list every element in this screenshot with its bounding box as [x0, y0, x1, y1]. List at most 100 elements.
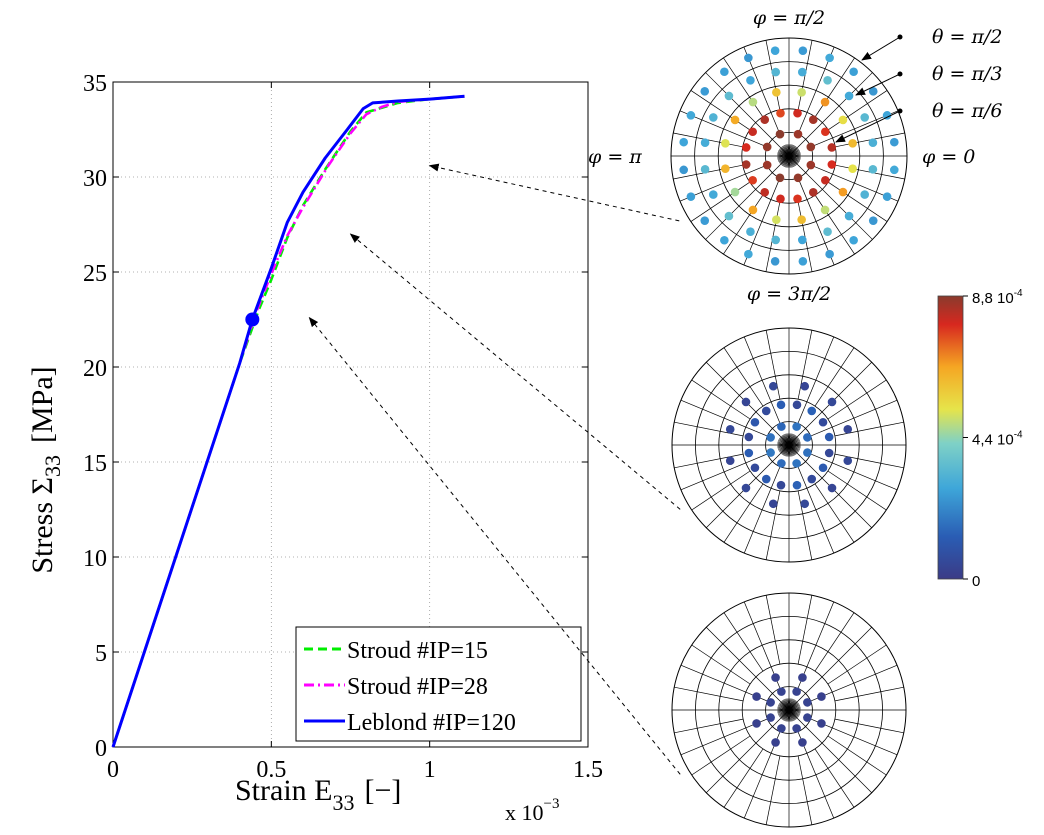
integration-point: [771, 235, 781, 245]
polar-spoke: [674, 453, 744, 469]
polar-spoke: [827, 470, 887, 511]
colorbar-gradient: [937, 295, 964, 580]
polar-plot: [671, 592, 907, 828]
integration-point: [868, 216, 878, 225]
polar-spoke: [690, 90, 750, 131]
x-tick-label: 0.5: [256, 757, 286, 783]
current-state-marker: [245, 312, 260, 327]
integration-point: [760, 115, 770, 124]
polar-angle-labels: φ = π/2 φ = π φ = 0 φ = 3π/2 θ = π/2 θ = π/3 θ…: [588, 7, 1002, 305]
polar-spoke: [723, 748, 764, 808]
plot-frame: [112, 81, 589, 748]
legend-label: Stroud #IP=15: [347, 638, 488, 664]
integration-point: [821, 127, 830, 137]
integration-point: [724, 91, 734, 101]
integration-point: [744, 448, 754, 458]
colorbar-label: 0: [972, 573, 980, 590]
integration-point: [843, 456, 853, 466]
integration-point: [806, 160, 816, 170]
integration-point: [792, 724, 801, 733]
integration-point: [744, 432, 754, 442]
integration-point: [741, 143, 751, 152]
polar-spoke: [788, 709, 801, 712]
integration-point: [800, 499, 810, 509]
integration-point: [777, 422, 786, 431]
integration-point: [775, 173, 785, 183]
integration-point: [792, 400, 802, 410]
integration-point: [797, 235, 807, 245]
integration-point: [748, 97, 758, 107]
x-axis-label: Strain E33 [−]: [235, 774, 401, 815]
y-tick-label: 25: [83, 261, 107, 287]
integration-point: [889, 137, 899, 147]
polar-spoke: [765, 755, 781, 825]
theta-label: θ = π/3: [932, 63, 1002, 85]
polar-plot: [670, 37, 908, 275]
y-tick-label: 5: [95, 641, 107, 667]
x-tick-label: 0: [107, 757, 119, 783]
integration-point: [827, 397, 837, 407]
integration-point: [818, 417, 828, 427]
integration-point: [768, 381, 778, 391]
integration-point: [720, 67, 729, 77]
integration-point: [792, 480, 802, 490]
polar-spoke: [723, 483, 764, 543]
polar-spoke: [834, 718, 904, 734]
integration-point: [797, 88, 806, 97]
polar-spoke: [827, 379, 887, 420]
integration-point: [793, 129, 803, 139]
legend: Stroud #IP=15 Stroud #IP=28 Leblond #IP=12…: [295, 626, 582, 742]
integration-point: [760, 188, 770, 197]
integration-point: [849, 67, 858, 77]
integration-point: [720, 235, 729, 245]
integration-point: [838, 187, 848, 197]
polar-spoke: [765, 330, 781, 400]
legend-label: Leblond #IP=120: [347, 710, 516, 736]
integration-point: [700, 164, 710, 174]
integration-point: [686, 192, 696, 201]
integration-point: [766, 433, 775, 442]
polar-spoke: [765, 490, 781, 560]
integration-point: [750, 417, 760, 427]
integration-point: [823, 76, 832, 85]
integration-point: [741, 160, 751, 169]
integration-point: [824, 448, 834, 458]
integration-point: [725, 424, 735, 434]
state-arrow: [308, 316, 681, 775]
polar-spoke: [705, 72, 790, 157]
integration-point: [744, 249, 753, 259]
polar-spoke: [814, 748, 855, 808]
integration-point: [772, 88, 781, 97]
polar-spoke: [788, 155, 801, 158]
polar-spoke: [788, 444, 801, 447]
integration-point: [807, 474, 817, 484]
integration-point: [806, 142, 816, 152]
integration-point: [823, 227, 832, 236]
polar-spoke: [834, 453, 904, 469]
polar-spoke: [723, 347, 764, 407]
integration-point: [686, 111, 696, 120]
integration-point: [766, 713, 775, 722]
integration-point: [776, 108, 785, 118]
integration-point: [700, 87, 710, 96]
integration-point: [777, 724, 786, 733]
polar-spoke: [680, 453, 768, 491]
integration-point: [771, 67, 781, 77]
integration-point: [746, 227, 755, 236]
integration-point: [748, 175, 757, 185]
integration-point: [793, 194, 802, 204]
integration-point: [748, 127, 757, 137]
integration-point: [721, 139, 730, 148]
polar-spoke: [690, 181, 750, 222]
integration-point: [848, 139, 857, 148]
integration-point: [770, 256, 780, 266]
integration-point: [730, 115, 740, 125]
integration-point: [844, 211, 854, 221]
series-line: [111, 94, 465, 748]
integration-point: [882, 192, 892, 201]
integration-point: [679, 137, 689, 147]
integration-point: [761, 406, 771, 416]
integration-point: [818, 463, 828, 473]
integration-point: [817, 692, 826, 701]
